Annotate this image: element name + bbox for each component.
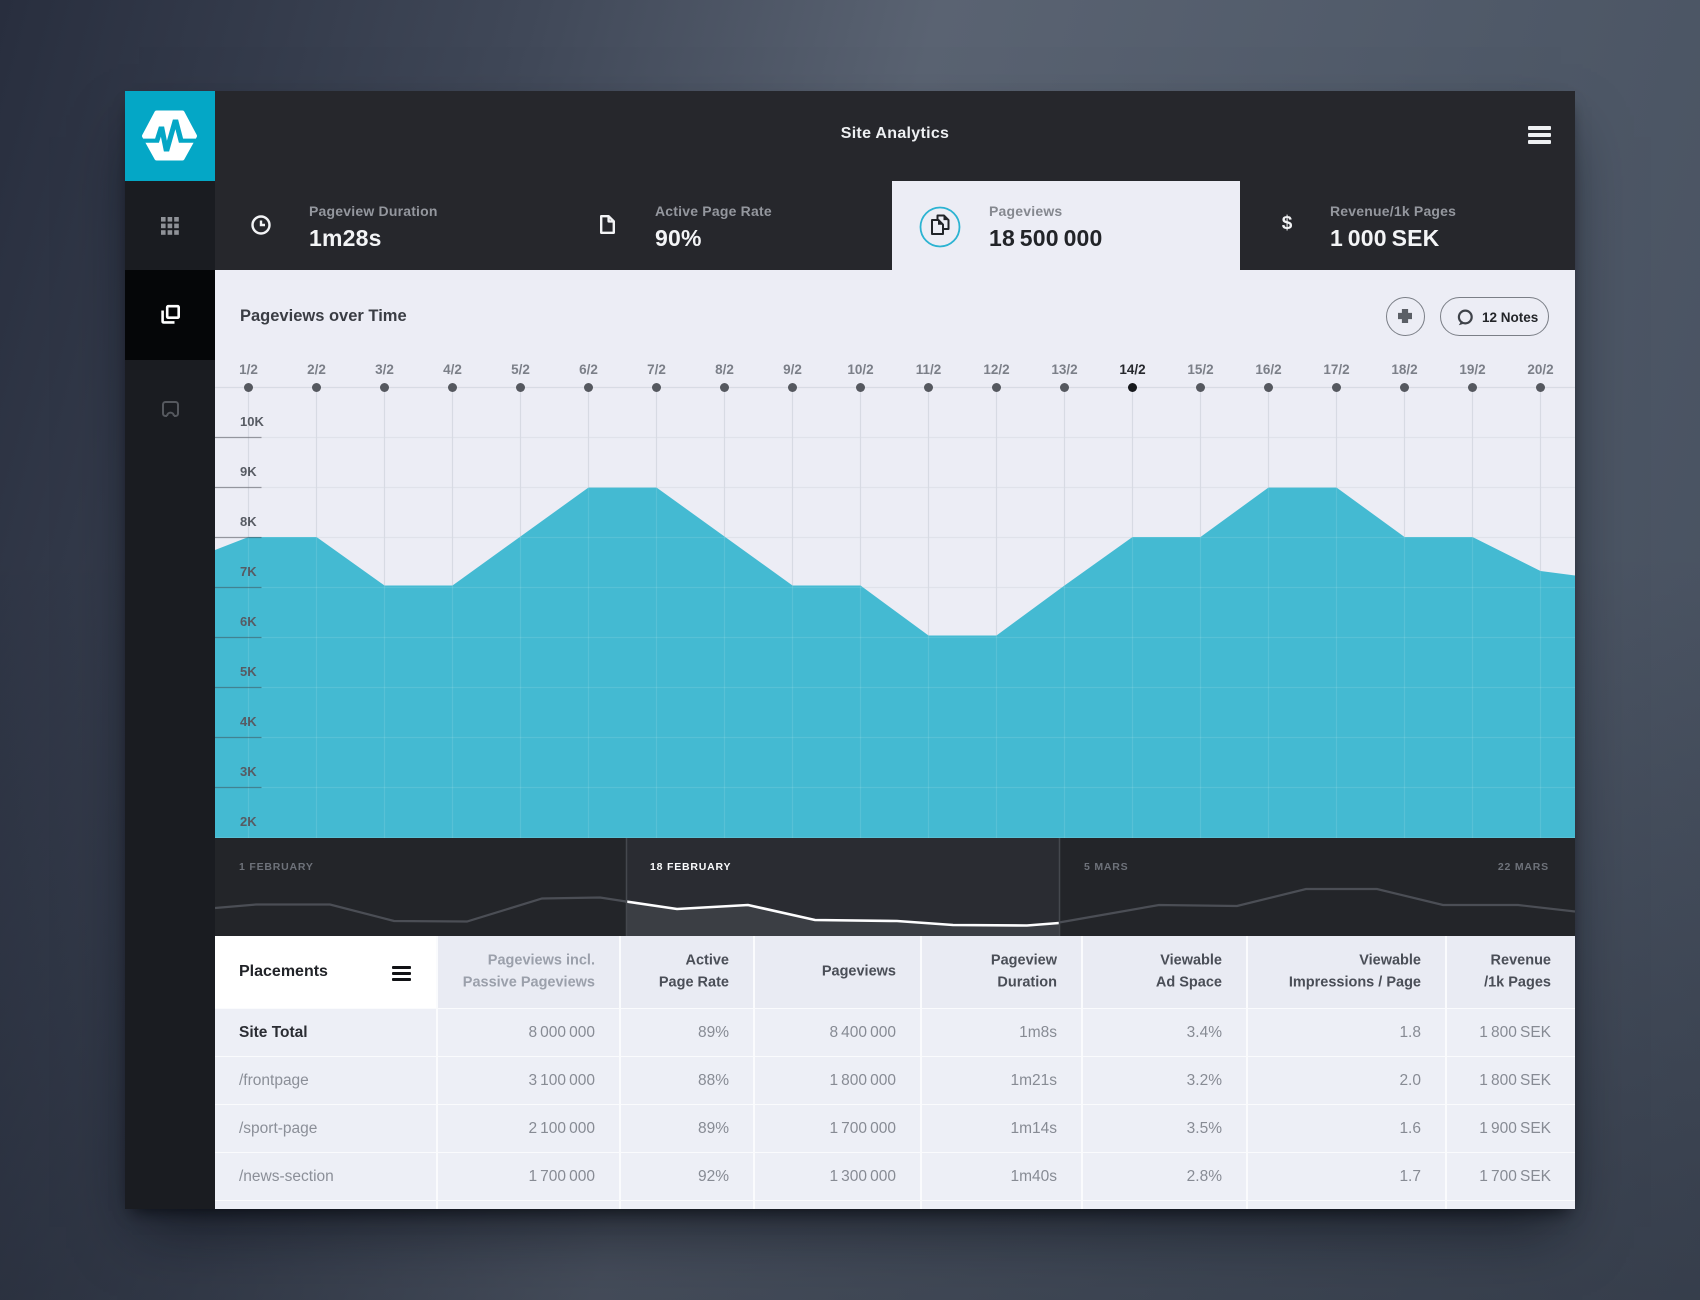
svg-text:18/2: 18/2 — [1391, 362, 1417, 377]
svg-text:11/2: 11/2 — [916, 362, 942, 377]
svg-text:10K: 10K — [240, 414, 264, 429]
svg-text:5K: 5K — [240, 664, 257, 679]
svg-text:4K: 4K — [240, 714, 257, 729]
svg-text:8/2: 8/2 — [715, 362, 734, 377]
svg-text:2/2: 2/2 — [307, 362, 326, 377]
svg-text:3K: 3K — [240, 764, 257, 779]
svg-text:4/2: 4/2 — [443, 362, 462, 377]
svg-text:17/2: 17/2 — [1323, 362, 1349, 377]
svg-text:8K: 8K — [240, 514, 257, 529]
svg-text:20/2: 20/2 — [1527, 362, 1553, 377]
svg-text:2K: 2K — [240, 814, 257, 829]
svg-text:9/2: 9/2 — [783, 362, 802, 377]
svg-text:7/2: 7/2 — [647, 362, 666, 377]
svg-text:9K: 9K — [240, 464, 257, 479]
svg-text:15/2: 15/2 — [1187, 362, 1213, 377]
svg-text:16/2: 16/2 — [1255, 362, 1281, 377]
svg-text:13/2: 13/2 — [1051, 362, 1077, 377]
svg-text:1/2: 1/2 — [239, 362, 258, 377]
svg-text:19/2: 19/2 — [1459, 362, 1485, 377]
svg-text:7K: 7K — [240, 564, 257, 579]
svg-text:6/2: 6/2 — [579, 362, 598, 377]
svg-text:5/2: 5/2 — [511, 362, 530, 377]
svg-text:12/2: 12/2 — [983, 362, 1009, 377]
svg-text:3/2: 3/2 — [375, 362, 394, 377]
svg-text:6K: 6K — [240, 614, 257, 629]
svg-text:10/2: 10/2 — [847, 362, 873, 377]
svg-text:14/2: 14/2 — [1119, 362, 1145, 377]
